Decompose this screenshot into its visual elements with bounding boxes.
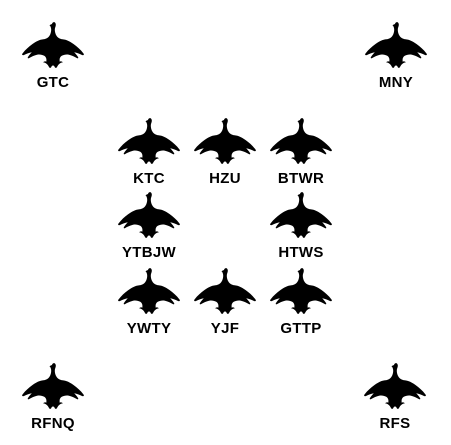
bird-item: HTWS <box>261 190 341 264</box>
bird-label: RFS <box>379 415 411 432</box>
bird-item: RFS <box>355 361 435 435</box>
bird-item: YJF <box>185 266 265 340</box>
goose-silhouette-icon <box>269 190 333 242</box>
bird-label: YJF <box>210 320 240 337</box>
bird-item: YWTY <box>109 266 189 340</box>
bird-label: RFNQ <box>31 415 75 432</box>
goose-silhouette-icon <box>21 20 85 72</box>
bird-label: GTC <box>36 74 70 91</box>
bird-label: KTC <box>133 170 165 187</box>
bird-item: HZU <box>185 116 265 190</box>
goose-silhouette-icon <box>363 361 427 413</box>
bird-label: HZU <box>209 170 241 187</box>
bird-item: RFNQ <box>13 361 93 435</box>
bird-label: BTWR <box>277 170 325 187</box>
goose-silhouette-icon <box>364 20 428 72</box>
bird-label: GTTP <box>280 320 322 337</box>
goose-silhouette-icon <box>269 116 333 168</box>
goose-silhouette-icon <box>21 361 85 413</box>
bird-label: HTWS <box>278 244 324 261</box>
bird-item: YTBJW <box>109 190 189 264</box>
bird-label: MNY <box>378 74 414 91</box>
bird-label: YWTY <box>126 320 172 337</box>
bird-item: MNY <box>356 20 436 94</box>
goose-silhouette-icon <box>193 266 257 318</box>
goose-silhouette-icon <box>117 266 181 318</box>
bird-item: GTC <box>13 20 93 94</box>
bird-item: GTTP <box>261 266 341 340</box>
bird-label: YTBJW <box>122 244 176 261</box>
goose-silhouette-icon <box>193 116 257 168</box>
goose-silhouette-icon <box>117 116 181 168</box>
bird-item: KTC <box>109 116 189 190</box>
goose-silhouette-icon <box>269 266 333 318</box>
bird-item: BTWR <box>261 116 341 190</box>
goose-silhouette-icon <box>117 190 181 242</box>
